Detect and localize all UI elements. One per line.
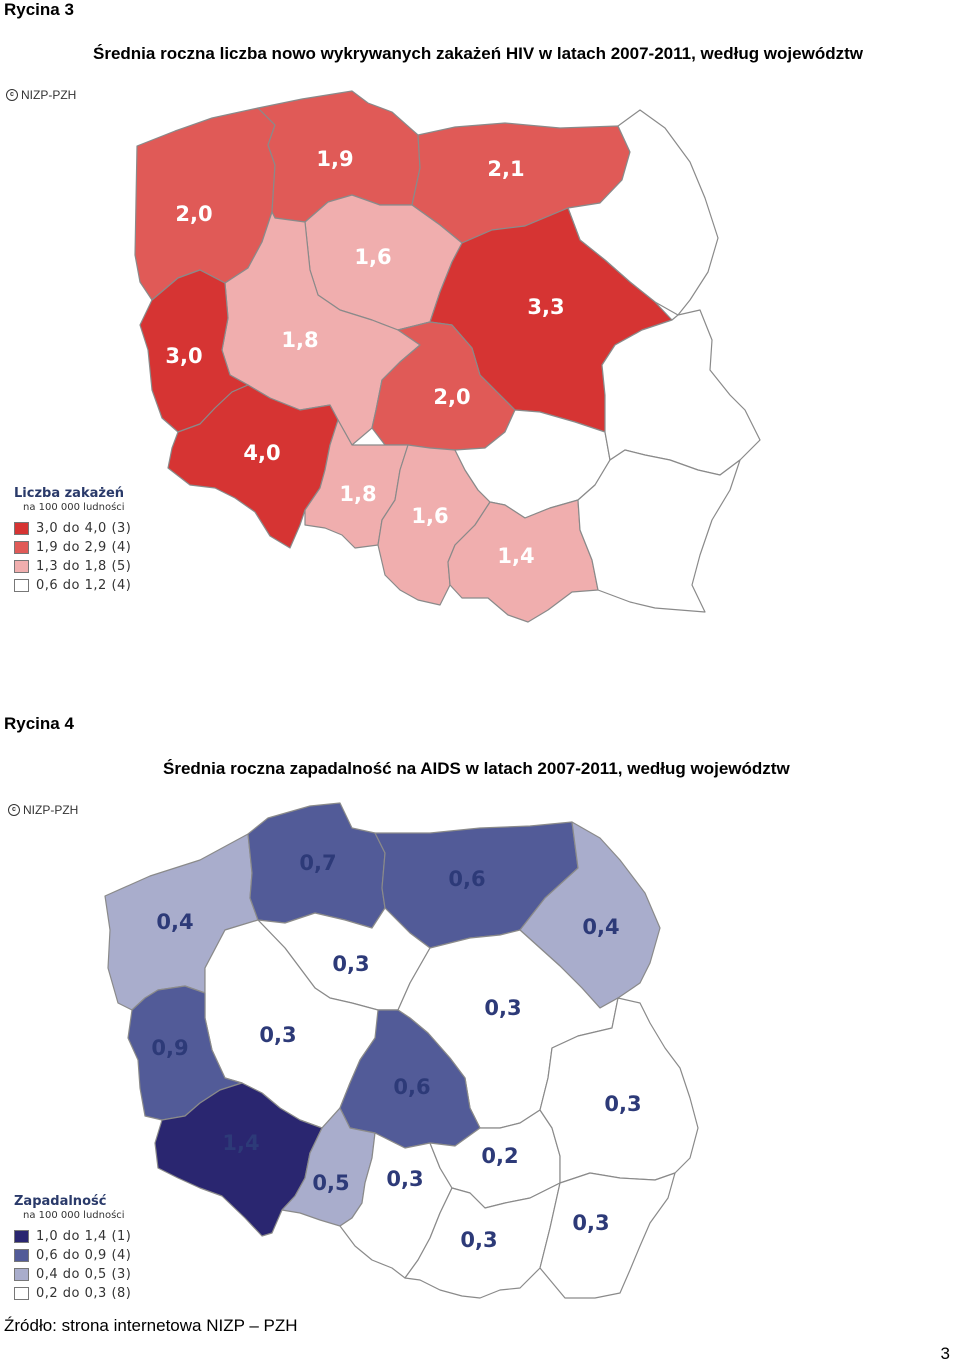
credit-text: NIZP-PZH [21,88,77,102]
legend-item-label: 0,6 do 1,2 (4) [36,578,132,593]
region-opolskie [304,419,409,549]
figure-3-title: Średnia roczna liczba nowo wykrywanych z… [93,44,863,63]
legend-item: 0,6 do 1,2 (4) [14,576,131,595]
value-label: 0,9 [151,1036,188,1060]
figure-4-legend: Zapadalność na 100 000 ludności 1,0 do 1… [14,1194,131,1303]
copyright-icon: c [6,89,18,101]
value-label: 0,3 [460,1228,497,1252]
figure-3-label: Rycina 3 [4,0,74,19]
value-label: 1,4 [222,1131,259,1155]
copyright-icon: c [8,804,20,816]
legend-item-label: 0,4 do 0,5 (3) [36,1267,132,1282]
figure-4-map: 0,4 0,7 0,6 0,4 0,3 0,3 0,9 0,3 0,6 1,4 … [104,802,699,1299]
map-value-labels: 0,4 0,7 0,6 0,4 0,3 0,3 0,9 0,3 0,6 1,4 … [151,851,641,1252]
region-podkarpackie [577,449,741,613]
legend-subtitle: na 100 000 ludności [23,1210,125,1221]
legend-swatch [14,1268,29,1281]
legend-swatch [14,1249,29,1262]
legend-swatch [14,579,29,592]
value-label: 0,3 [572,1211,609,1235]
figure-3-legend: Liczba zakażeń na 100 000 ludności 3,0 d… [14,486,131,595]
legend-item-label: 0,6 do 0,9 (4) [36,1248,132,1263]
value-label: 0,3 [259,1023,296,1047]
value-label: 0,3 [332,952,369,976]
region-podkarpackie [539,1172,676,1299]
credit-text: NIZP-PZH [23,803,79,817]
legend-item-label: 1,9 do 2,9 (4) [36,540,132,555]
figure-4-title: Średnia roczna zapadalność na AIDS w lat… [163,759,790,778]
value-label: 1,6 [354,245,391,269]
legend-swatch [14,1287,29,1300]
legend-item: 0,6 do 0,9 (4) [14,1246,131,1265]
figure-3-credit: c NIZP-PZH [6,88,76,102]
legend-title: Liczba zakażeń [14,486,125,501]
legend-item-label: 0,2 do 0,3 (8) [36,1286,132,1301]
figure-4-label: Rycina 4 [4,714,74,733]
value-label: 0,6 [448,867,485,891]
legend-subtitle: na 100 000 ludności [23,502,125,513]
figure-4-credit: c NIZP-PZH [8,803,78,817]
value-label: 1,6 [411,504,448,528]
legend-item: 0,2 do 0,3 (8) [14,1284,131,1303]
value-label: 0,7 [527,460,564,484]
legend-item-label: 1,3 do 1,8 (5) [36,559,132,574]
value-label: 0,4 [156,910,193,934]
region-lubelskie [539,997,699,1184]
legend-item-label: 1,0 do 1,4 (1) [36,1229,132,1244]
value-label: 1,9 [316,147,353,171]
page-number: 3 [940,1344,950,1363]
value-label: 3,3 [527,295,564,319]
value-label: 0,2 [481,1144,518,1168]
value-label: 1,8 [339,482,376,506]
value-label: 0,6 [393,1075,430,1099]
legend-item: 3,0 do 4,0 (3) [14,519,131,538]
legend-title: Zapadalność [14,1194,107,1209]
value-label: 0,3 [604,1092,641,1116]
legend-swatch [14,1230,29,1243]
value-label: 0,3 [484,996,521,1020]
value-label: 0,7 [299,851,336,875]
legend-item: 1,9 do 2,9 (4) [14,538,131,557]
value-label: 0,3 [386,1167,423,1191]
value-label: 0,5 [312,1171,349,1195]
figure-3-map: 2,0 1,9 2,1 1,2 1,6 1,8 3,0 3,3 2,0 4,0 … [134,90,761,623]
value-label: 0,9 [655,397,692,421]
region-malopolskie [404,1182,561,1299]
value-label: 1,8 [281,328,318,352]
source-note: Źródło: strona internetowa NIZP – PZH [4,1316,298,1335]
map-regions [104,802,699,1299]
map-value-labels: 2,0 1,9 2,1 1,2 1,6 1,8 3,0 3,3 2,0 4,0 … [165,147,692,568]
legend-swatch [14,522,29,535]
legend-item: 1,3 do 1,8 (5) [14,557,131,576]
value-label: 1,4 [497,544,534,568]
value-label: 1,2 [629,209,666,233]
legend-item: 1,0 do 1,4 (1) [14,1227,131,1246]
legend-item-label: 3,0 do 4,0 (3) [36,521,132,536]
value-label: 2,0 [175,202,212,226]
value-label: 2,0 [433,385,470,409]
legend-swatch [14,541,29,554]
value-label: 2,1 [487,157,524,181]
value-label: 0,4 [582,915,619,939]
legend-item: 0,4 do 0,5 (3) [14,1265,131,1284]
value-label: 4,0 [243,441,280,465]
value-label: 0,6 [621,524,658,548]
value-label: 3,0 [165,344,202,368]
region-podlaskie [567,109,719,316]
map-regions [134,90,761,623]
legend-swatch [14,560,29,573]
region-malopolskie [447,499,599,623]
